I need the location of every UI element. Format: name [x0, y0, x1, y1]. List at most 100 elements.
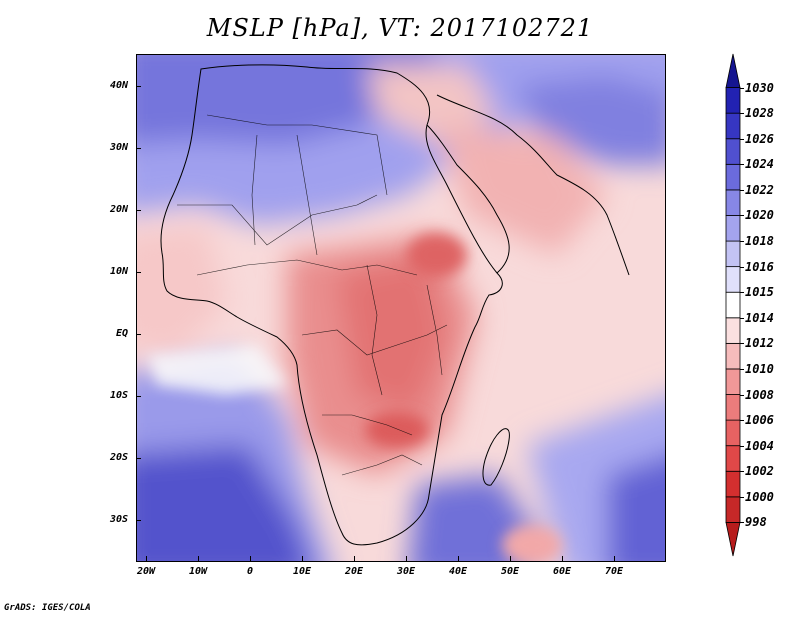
colorbar-label: 1010 — [745, 361, 774, 376]
colorbar-tick — [740, 215, 744, 217]
colorbar-label: 1016 — [745, 259, 774, 274]
madagascar-outline — [482, 428, 510, 486]
chart-title: MSLP [hPa], VT: 2017102721 — [206, 14, 594, 42]
colorbar-label: 1008 — [745, 387, 774, 402]
colorbar-cell — [725, 470, 741, 498]
transition-band — [147, 345, 287, 395]
colorbar-cell — [725, 266, 741, 293]
colorbar-cell — [725, 522, 741, 557]
lon-label: 10W — [188, 566, 208, 577]
lat-label: 20S — [109, 452, 128, 463]
colorbar — [725, 53, 741, 557]
lat-tick — [136, 458, 141, 459]
country-borders — [177, 114, 448, 476]
colorbar-cells — [725, 53, 741, 557]
colorbar-label: 1004 — [745, 438, 774, 453]
colorbar-label: 1018 — [745, 234, 774, 249]
colorbar-cell — [725, 342, 741, 370]
colorbar-cell — [725, 189, 741, 216]
colorbar-label: 1012 — [745, 336, 774, 351]
lon-tick — [406, 556, 407, 561]
colorbar-cell — [725, 368, 741, 395]
colorbar-cell — [725, 240, 741, 268]
lon-label: 0 — [246, 566, 254, 577]
colorbar-label: 1006 — [745, 413, 774, 428]
colorbar-label: 1028 — [745, 106, 774, 121]
colorbar-tick — [740, 317, 744, 319]
colorbar-tick — [740, 164, 744, 166]
colorbar-tick — [740, 471, 744, 473]
colorbar-label: 1024 — [745, 157, 774, 172]
lat-label: 30N — [109, 142, 128, 153]
lat-label: 10S — [109, 390, 128, 401]
lon-tick — [510, 556, 511, 561]
colorbar-cell — [725, 291, 741, 319]
lon-label: 50E — [500, 566, 520, 577]
colorbar-cell — [725, 53, 741, 88]
coastlines — [160, 64, 630, 546]
colorbar-label: 1020 — [745, 208, 774, 223]
colorbar-cell — [725, 215, 741, 242]
lat-label: 30S — [109, 514, 128, 525]
north-high-core — [137, 55, 434, 145]
colorbar-label: 1015 — [745, 285, 774, 300]
lon-label: 10E — [292, 566, 312, 577]
colorbar-tick — [740, 113, 744, 115]
colorbar-tick — [740, 138, 744, 140]
colorbar-label: 1022 — [745, 182, 774, 197]
lat-label: EQ — [115, 328, 128, 339]
colorbar-cell — [725, 394, 741, 421]
lon-label: 70E — [604, 566, 624, 577]
colorbar-cell — [725, 445, 741, 472]
colorbar-cell — [725, 112, 741, 140]
lat-label: 20N — [109, 204, 128, 215]
colorbar-tick — [740, 496, 744, 498]
colorbar-tick — [740, 292, 744, 294]
lon-tick — [146, 556, 147, 561]
colorbar-tick — [740, 522, 744, 524]
africa-coastline — [160, 64, 503, 546]
colorbar-tick — [740, 394, 744, 396]
asia-high — [517, 75, 665, 165]
southeast-indian-core — [607, 455, 665, 561]
mideast-low — [367, 65, 497, 145]
colorbar-cell — [725, 419, 741, 447]
colorbar-tick — [740, 343, 744, 345]
lon-tick — [198, 556, 199, 561]
lat-tick — [136, 148, 141, 149]
lon-tick — [354, 556, 355, 561]
colorbar-tick — [740, 241, 744, 243]
colorbar-tick — [740, 368, 744, 370]
lat-tick — [136, 520, 141, 521]
colorbar-tick — [740, 87, 744, 89]
colorbar-cell — [725, 317, 741, 344]
lon-label: 60E — [552, 566, 572, 577]
lon-label: 20E — [344, 566, 364, 577]
lat-label: 40N — [109, 80, 128, 91]
colorbar-label: 1000 — [745, 489, 774, 504]
colorbar-label: 998 — [745, 515, 767, 530]
pressure-field — [137, 55, 665, 561]
red-sea-coast — [426, 124, 510, 274]
lat-tick — [136, 210, 141, 211]
lon-tick — [614, 556, 615, 561]
lon-label: 40E — [448, 566, 468, 577]
colorbar-label: 1014 — [745, 310, 774, 325]
lat-label: 10N — [109, 266, 128, 277]
colorbar-tick — [740, 420, 744, 422]
madagascar-low — [502, 525, 562, 561]
lat-tick — [136, 86, 141, 87]
lon-tick — [250, 556, 251, 561]
west-atlantic-field — [137, 225, 227, 355]
lon-label: 20W — [136, 566, 156, 577]
colorbar-tick — [740, 189, 744, 191]
central-africa-core — [337, 255, 447, 415]
colorbar-label: 1002 — [745, 464, 774, 479]
map-panel — [136, 54, 666, 562]
south-atlantic-core — [137, 445, 310, 561]
lat-tick — [136, 272, 141, 273]
colorbar-cell — [725, 496, 741, 523]
lon-label: 30E — [396, 566, 416, 577]
lon-tick — [562, 556, 563, 561]
lon-tick — [458, 556, 459, 561]
